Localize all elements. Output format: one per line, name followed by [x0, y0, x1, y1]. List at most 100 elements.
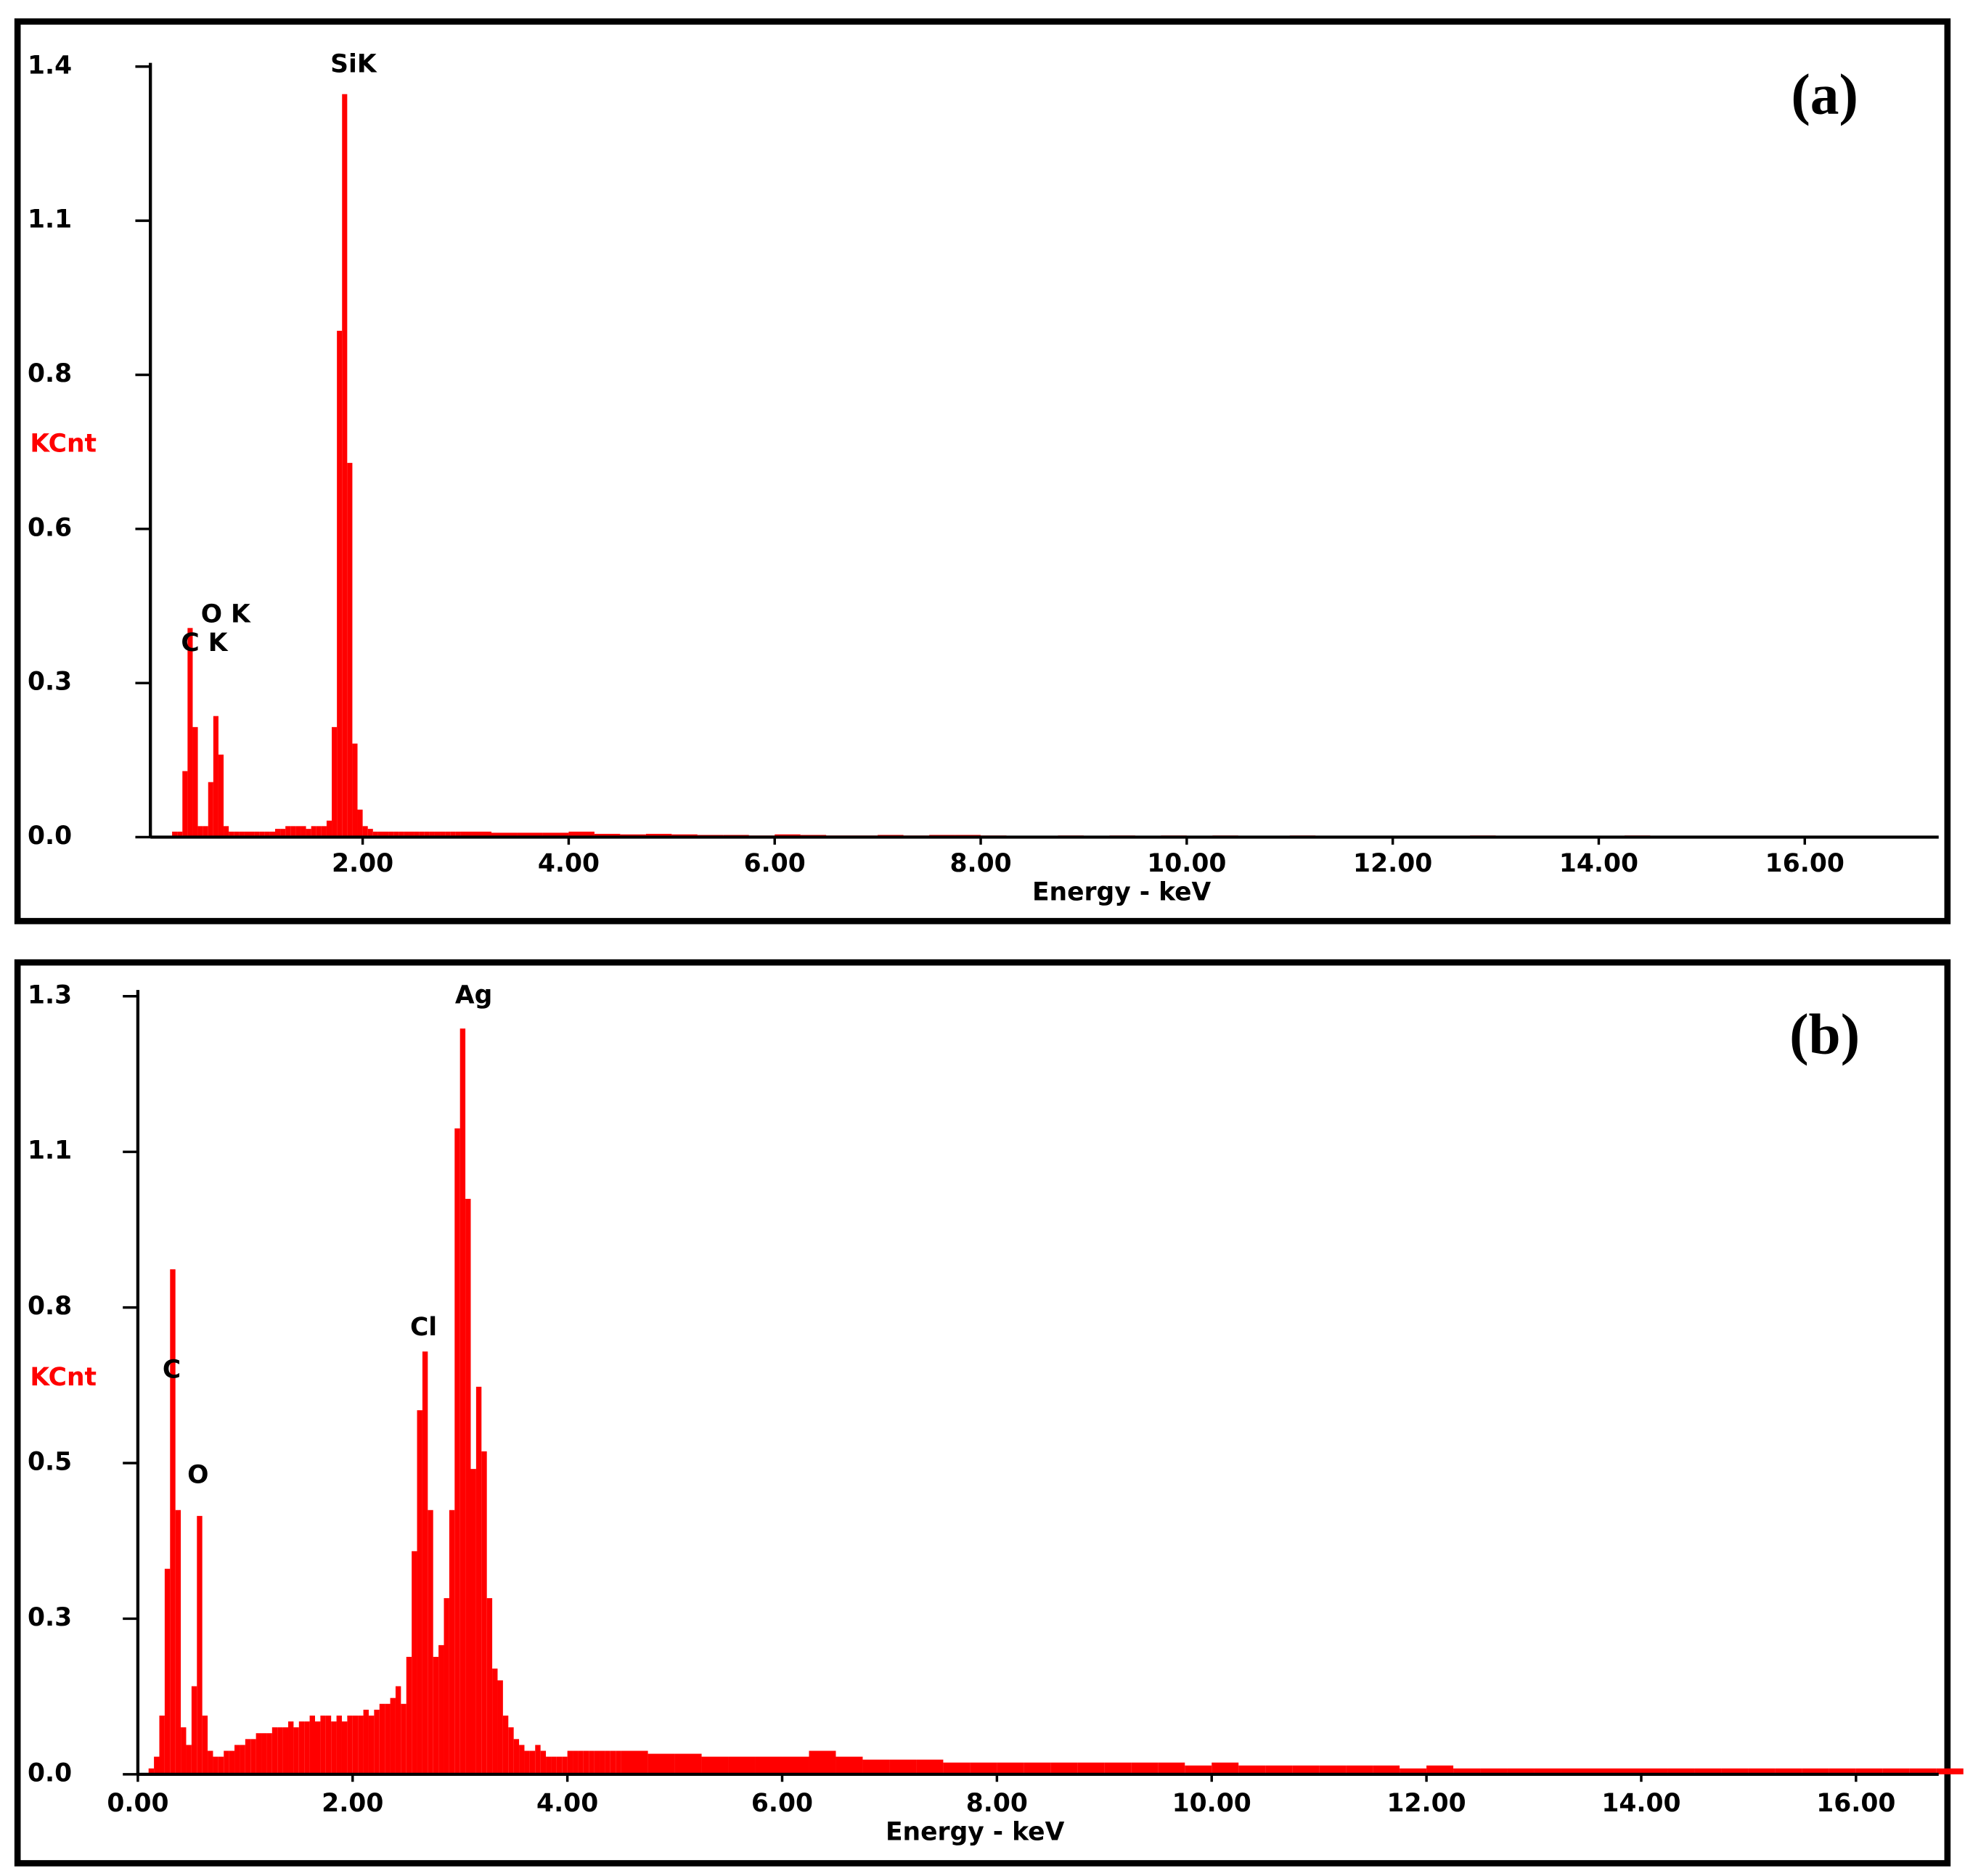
x-tick-label: 0.00: [107, 1789, 168, 1818]
spectrum-bar: [1024, 1762, 1051, 1774]
spectrum-bar: [234, 1745, 240, 1774]
y-tick-label: 0.3: [28, 1603, 72, 1632]
spectrum-bar: [177, 831, 183, 837]
spectrum-bar: [388, 831, 394, 837]
spectrum-bar: [1077, 1762, 1105, 1774]
y-tick-label: 0.5: [28, 1448, 72, 1477]
spectrum-bar: [352, 1715, 359, 1774]
x-tick-label: 8.00: [949, 849, 1011, 878]
spectrum-bar: [621, 1750, 648, 1774]
spectrum-bar: [362, 826, 368, 837]
spectrum-bar: [374, 1709, 380, 1774]
spectrum-bar: [306, 829, 311, 837]
spectrum-bar: [395, 1686, 401, 1774]
spectrum-bar: [363, 1709, 369, 1774]
panel-frame: [14, 18, 1951, 925]
spectrum-bar: [224, 1750, 229, 1774]
spectrum-bar: [301, 826, 306, 837]
spectrum-bar: [497, 1680, 503, 1774]
spectrum-bar: [218, 1756, 224, 1774]
spectrum-bar: [1802, 1768, 1829, 1774]
y-tick-label: 0.8: [28, 359, 72, 388]
x-tick-label: 12.00: [1387, 1789, 1466, 1818]
spectrum-bar: [298, 1721, 305, 1774]
x-tick-label: 8.00: [966, 1789, 1028, 1818]
y-tick-label: 0.3: [28, 668, 72, 697]
spectrum-bar: [347, 1715, 353, 1774]
spectrum-bar: [1829, 1768, 1856, 1774]
spectrum-bar: [433, 1657, 439, 1774]
peak-label: Ag: [455, 980, 492, 1009]
spectrum-bar: [332, 726, 338, 837]
spectrum-bar: [970, 1762, 997, 1774]
spectrum-bar: [1400, 1768, 1427, 1774]
spectrum-bar: [459, 1028, 466, 1774]
spectrum-bar: [701, 1756, 729, 1774]
spectrum-bar: [583, 1750, 589, 1774]
spectrum-bar: [573, 1750, 579, 1774]
spectrum-bar: [492, 1668, 498, 1774]
spectrum-bar: [192, 726, 198, 837]
y-tick-label: 1.1: [28, 1136, 72, 1166]
spectrum-bar: [616, 1750, 621, 1774]
spectrum-bar: [460, 831, 466, 837]
spectrum-bar: [486, 1598, 493, 1774]
spectrum-bar: [444, 1598, 449, 1774]
spectrum-bar: [1721, 1768, 1749, 1774]
spectrum-bar: [755, 1756, 783, 1774]
spectrum-bar: [282, 1727, 289, 1774]
spectrum-bar: [556, 1756, 563, 1774]
panel-label: (a): [1791, 63, 1858, 127]
spectrum-bar: [197, 1515, 203, 1774]
spectrum-bar: [186, 1745, 192, 1774]
spectrum-bar: [1480, 1768, 1508, 1774]
spectrum-bar: [352, 743, 358, 837]
spectrum-bar: [309, 1715, 315, 1774]
spectrum-bar: [304, 1721, 310, 1774]
spectrum-bar: [419, 831, 425, 837]
spectrum-bar: [605, 1750, 610, 1774]
spectrum-bar: [271, 1727, 278, 1774]
spectrum-bar: [293, 1727, 299, 1774]
spectrum-bar: [440, 831, 446, 837]
spectrum-bar: [213, 716, 218, 837]
spectrum-bar: [465, 831, 491, 837]
spectrum-bar: [277, 1727, 283, 1774]
spectrum-bar: [203, 826, 208, 837]
panel-label: (b): [1789, 1002, 1860, 1066]
spectrum-bar: [358, 1715, 364, 1774]
spectrum-bar: [208, 782, 213, 837]
spectrum-bar: [1373, 1765, 1400, 1774]
spectrum-bar: [1319, 1765, 1347, 1774]
spectrum-bar: [401, 1703, 407, 1774]
spectrum-bar: [535, 1745, 541, 1774]
spectrum-bar: [600, 1750, 605, 1774]
spectrum-bar: [1238, 1765, 1266, 1774]
spectrum-bar: [465, 1198, 471, 1774]
spectrum-bar: [399, 831, 404, 837]
spectrum-bar: [412, 1551, 417, 1774]
spectrum-bar: [449, 1510, 455, 1774]
spectrum-bar: [455, 831, 461, 837]
spectrum-bar: [148, 1768, 155, 1774]
spectrum-bar: [367, 829, 373, 837]
spectrum-bar: [1694, 1768, 1722, 1774]
spectrum-bar: [578, 1750, 584, 1774]
spectrum-bar: [229, 831, 234, 837]
spectrum-bar: [1561, 1768, 1588, 1774]
spectrum-bar: [546, 1756, 552, 1774]
spectrum-bar: [316, 826, 322, 837]
spectrum-bar: [1614, 1768, 1641, 1774]
x-tick-label: 4.00: [538, 849, 600, 878]
spectrum-bar: [862, 1759, 890, 1774]
x-tick-label: 16.00: [1765, 849, 1845, 878]
x-tick-label: 14.00: [1559, 849, 1638, 878]
spectrum-bar: [470, 1469, 476, 1774]
x-axis-label: Energy - keV: [1032, 878, 1212, 907]
spectrum-bar: [280, 829, 286, 837]
spectrum-bar: [1775, 1768, 1802, 1774]
spectrum-bar: [269, 831, 275, 837]
spectrum-bar: [159, 1715, 165, 1774]
panel-frame: [14, 959, 1951, 1867]
